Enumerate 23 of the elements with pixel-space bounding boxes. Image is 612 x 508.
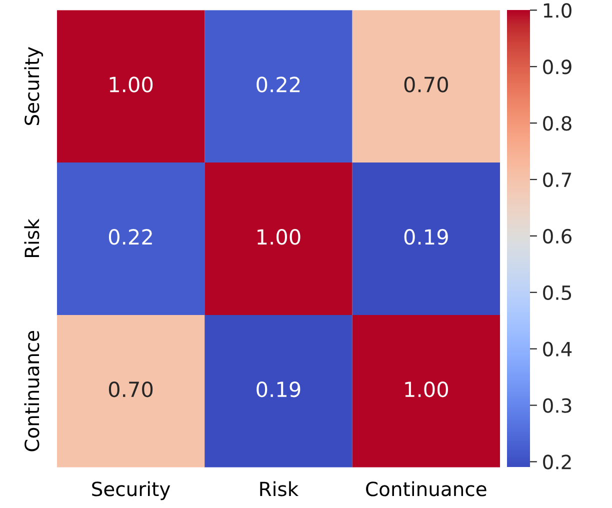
color-bar-label: 0.8 <box>543 116 572 131</box>
x-tick-label: Security <box>92 481 170 500</box>
x-tick-label: Continuance <box>366 481 486 496</box>
color-bar-label: 0.6 <box>543 228 572 244</box>
color-bar-label: 0.2 <box>543 454 571 470</box>
data-label: 0.22 <box>108 229 152 245</box>
y-tick-label: Risk <box>24 218 40 258</box>
data-label: 0.70 <box>108 381 153 398</box>
color-bar-label: 0.4 <box>543 342 572 356</box>
data-label: 0.70 <box>404 76 448 92</box>
color-bar-label: 0.7 <box>543 172 572 188</box>
data-label: 0.22 <box>256 76 300 92</box>
y-tick-label: Security <box>24 47 44 126</box>
data-label: 1.00 <box>110 76 153 92</box>
data-label: 0.19 <box>256 381 300 398</box>
color-bar-label: 0.3 <box>543 398 572 413</box>
data-label: 0.19 <box>404 229 448 245</box>
x-tick-label: Risk <box>260 481 299 496</box>
color-bar-label: 0.9 <box>543 60 572 74</box>
data-label: 1.00 <box>405 381 448 398</box>
color-bar-label: 1.0 <box>544 3 572 18</box>
color-bar-label: 0.5 <box>543 285 572 300</box>
data-label: 1.00 <box>258 229 300 245</box>
